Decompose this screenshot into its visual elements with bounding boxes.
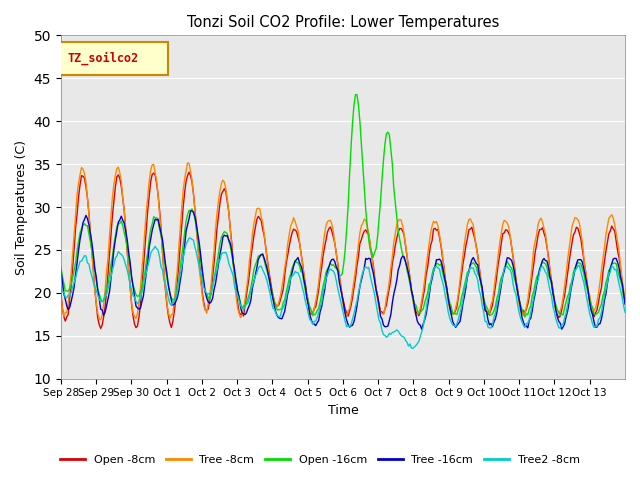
Open -16cm	[348, 144, 355, 150]
Open -8cm	[97, 325, 104, 331]
Open -16cm	[521, 314, 529, 320]
Tree2 -8cm	[76, 258, 84, 264]
Title: Tonzi Soil CO2 Profile: Lower Temperatures: Tonzi Soil CO2 Profile: Lower Temperatur…	[187, 15, 499, 30]
Open -16cm	[621, 297, 629, 302]
Tree -16cm	[349, 323, 356, 328]
FancyBboxPatch shape	[58, 42, 168, 75]
Tree -16cm	[94, 288, 102, 293]
Open -16cm	[461, 282, 468, 288]
Line: Tree -8cm: Tree -8cm	[61, 163, 625, 320]
Tree2 -8cm	[621, 309, 629, 315]
X-axis label: Time: Time	[328, 404, 358, 417]
Y-axis label: Soil Temperatures (C): Soil Temperatures (C)	[15, 140, 28, 275]
Tree -8cm	[546, 266, 554, 272]
Line: Open -16cm: Open -16cm	[61, 95, 625, 317]
Legend: Open -8cm, Tree -8cm, Open -16cm, Tree -16cm, Tree2 -8cm: Open -8cm, Tree -8cm, Open -16cm, Tree -…	[56, 451, 584, 469]
Open -8cm	[620, 291, 627, 297]
Open -16cm	[353, 92, 361, 97]
Tree -8cm	[94, 310, 102, 316]
Open -8cm	[621, 299, 629, 304]
Open -8cm	[185, 169, 193, 175]
Tree2 -8cm	[94, 292, 102, 298]
Tree -8cm	[57, 294, 65, 300]
Tree2 -8cm	[57, 284, 65, 289]
Line: Tree2 -8cm: Tree2 -8cm	[61, 238, 625, 348]
Open -16cm	[620, 293, 627, 299]
Tree -16cm	[188, 208, 196, 214]
Tree -16cm	[57, 267, 65, 273]
Tree2 -8cm	[409, 346, 417, 351]
Open -8cm	[546, 267, 554, 273]
Tree2 -8cm	[187, 235, 195, 241]
Tree2 -8cm	[620, 302, 627, 308]
Tree -16cm	[546, 274, 554, 280]
Open -8cm	[462, 243, 470, 249]
Tree -16cm	[621, 301, 629, 307]
Tree2 -8cm	[462, 282, 470, 288]
Tree2 -8cm	[349, 316, 356, 322]
Open -8cm	[76, 182, 84, 188]
Tree -16cm	[620, 290, 627, 296]
Open -8cm	[57, 289, 65, 295]
Tree2 -8cm	[546, 288, 554, 293]
Open -8cm	[94, 315, 102, 321]
Tree -8cm	[620, 287, 627, 292]
Open -8cm	[350, 285, 358, 290]
Tree -16cm	[418, 326, 426, 332]
Tree -16cm	[462, 285, 470, 290]
Open -16cm	[94, 286, 102, 292]
Line: Tree -16cm: Tree -16cm	[61, 211, 625, 329]
Tree -8cm	[462, 230, 470, 236]
Open -16cm	[546, 276, 554, 282]
Open -16cm	[76, 230, 84, 236]
Tree -8cm	[184, 160, 191, 166]
Open -16cm	[57, 264, 65, 269]
Tree -8cm	[621, 296, 629, 302]
Tree -8cm	[97, 317, 104, 323]
Tree -8cm	[76, 172, 84, 178]
Tree -16cm	[76, 236, 84, 242]
Line: Open -8cm: Open -8cm	[61, 172, 625, 328]
Text: TZ_soilco2: TZ_soilco2	[68, 52, 139, 65]
Tree -8cm	[350, 278, 358, 284]
